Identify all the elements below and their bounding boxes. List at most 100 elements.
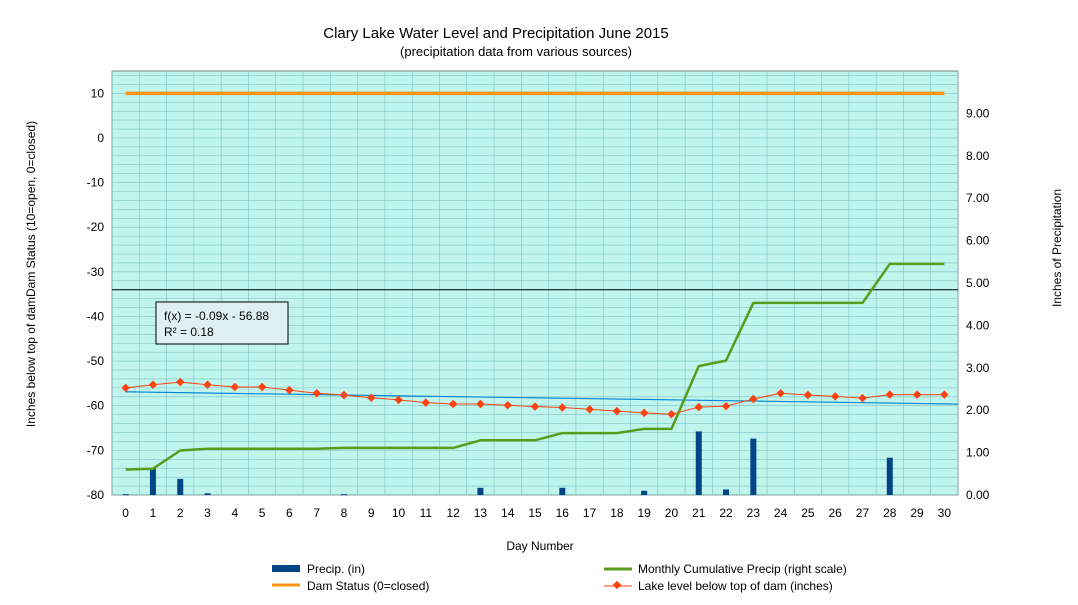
lake-level-marker — [940, 390, 949, 399]
x-tick-label: 6 — [286, 506, 293, 520]
lake-level-marker — [912, 390, 922, 399]
x-tick-label: 21 — [692, 506, 706, 520]
lake-level-marker — [148, 380, 158, 390]
lake-level-marker — [694, 402, 703, 412]
precip-bars — [122, 431, 893, 496]
trendline — [125, 391, 959, 405]
right-tick-label: 5.00 — [966, 276, 990, 290]
x-tick-label: 24 — [774, 506, 788, 520]
lake-level-marker — [885, 390, 895, 399]
lake-level-marker — [721, 401, 731, 411]
right-tick-label: 9.00 — [966, 106, 990, 120]
x-tick-label: 26 — [829, 506, 843, 520]
right-tick-label: 7.00 — [966, 191, 990, 205]
left-tick-label: 10 — [91, 86, 105, 100]
grid — [111, 71, 959, 496]
precip-bar — [477, 487, 484, 495]
trendline-line — [125, 391, 959, 405]
x-tick-label: 5 — [259, 506, 266, 520]
lake-level-marker — [421, 398, 431, 407]
lake-level-marker — [749, 394, 758, 404]
lake-level-marker — [639, 408, 649, 418]
legend: Precip. (in) Dam Status (0=closed) Month… — [272, 562, 847, 593]
precip-bar — [122, 494, 129, 496]
right-tick-label: 3.00 — [966, 361, 990, 375]
left-tick-label: -70 — [87, 443, 105, 457]
legend-label-precip: Precip. (in) — [307, 562, 365, 576]
lake-markers — [121, 377, 949, 419]
legend-marker-lake — [612, 580, 622, 590]
lake-level-marker — [230, 382, 240, 392]
x-tick-label: 1 — [150, 506, 157, 520]
lake-level-marker — [612, 406, 622, 416]
trendline-equation: f(x) = -0.09x - 56.88 — [164, 309, 269, 323]
x-axis-ticks: 0 1 2 3 4 5 6 7 8 9 10 11 12 13 14 15 16 17 18 19 20 21 22 23 24… — [122, 506, 951, 520]
lake-level-marker — [448, 399, 458, 409]
x-tick-label: 2 — [177, 506, 184, 520]
lake-level-marker — [503, 401, 512, 410]
legend-swatch-precip — [272, 565, 300, 572]
precip-bar — [204, 493, 211, 495]
right-tick-label: 1.00 — [966, 446, 990, 460]
lake-level-marker — [339, 390, 349, 400]
trendline-label: f(x) = -0.09x - 56.88 R² = 0.18 — [155, 301, 289, 345]
left-tick-label: -30 — [87, 265, 105, 279]
precip-bar — [340, 494, 347, 496]
x-tick-label: 15 — [528, 506, 542, 520]
x-tick-label: 12 — [446, 506, 460, 520]
x-tick-label: 18 — [610, 506, 624, 520]
x-axis-title: Day Number — [506, 539, 573, 553]
left-tick-label: -40 — [87, 309, 105, 323]
lake-level-marker — [476, 399, 485, 409]
lake-level-marker — [830, 392, 840, 401]
precip-bar — [559, 487, 566, 495]
legend-label-lake: Lake level below top of dam (inches) — [638, 579, 833, 593]
x-tick-label: 8 — [341, 506, 348, 520]
left-tick-label: 0 — [97, 131, 104, 145]
precip-bar — [149, 468, 156, 495]
precip-bar — [695, 431, 702, 495]
left-axis-title: Inches below top of damDam Status (10=op… — [24, 121, 38, 427]
x-tick-label: 17 — [583, 506, 597, 520]
x-tick-label: 13 — [474, 506, 488, 520]
trendline-r2: R² = 0.18 — [164, 325, 214, 339]
lake-level-marker — [203, 380, 212, 390]
lake-level-marker — [858, 393, 867, 403]
lake-level-marker — [394, 395, 403, 405]
lake-level-marker — [312, 388, 321, 398]
lake-level-marker — [530, 402, 540, 411]
plot-area — [111, 70, 959, 496]
legend-label-dam: Dam Status (0=closed) — [307, 579, 429, 593]
legend-item-precip: Precip. (in) — [272, 562, 365, 576]
x-tick-label: 29 — [910, 506, 924, 520]
x-tick-label: 28 — [883, 506, 897, 520]
left-tick-label: -60 — [87, 399, 105, 413]
right-tick-label: 0.00 — [966, 488, 990, 502]
x-tick-label: 10 — [392, 506, 406, 520]
lake-level-marker — [558, 403, 567, 412]
lake-level-marker — [175, 377, 185, 387]
x-tick-label: 4 — [231, 506, 238, 520]
lake-level-marker — [257, 382, 267, 392]
legend-item-cumulative: Monthly Cumulative Precip (right scale) — [604, 562, 847, 576]
right-axis-title: Inches of Precipitation — [1050, 189, 1064, 307]
legend-item-dam: Dam Status (0=closed) — [272, 579, 429, 593]
lake-level-marker — [585, 405, 594, 414]
legend-label-cumulative: Monthly Cumulative Precip (right scale) — [638, 562, 847, 576]
left-tick-label: -20 — [87, 220, 105, 234]
x-tick-label: 9 — [368, 506, 375, 520]
precip-bar — [641, 490, 648, 495]
trendline-label-box — [155, 301, 289, 345]
legend-item-lake: Lake level below top of dam (inches) — [604, 579, 833, 593]
x-tick-label: 16 — [556, 506, 570, 520]
precip-bar — [750, 438, 757, 495]
right-tick-label: 2.00 — [966, 403, 990, 417]
precip-bar — [177, 478, 184, 495]
x-tick-label: 7 — [313, 506, 320, 520]
x-tick-label: 20 — [665, 506, 679, 520]
left-axis-ticks: 10 0 -10 -20 -30 -40 -50 -60 -70 -80 — [87, 86, 105, 502]
x-tick-label: 0 — [122, 506, 129, 520]
x-tick-label: 23 — [747, 506, 761, 520]
lake-level-marker — [285, 385, 294, 395]
